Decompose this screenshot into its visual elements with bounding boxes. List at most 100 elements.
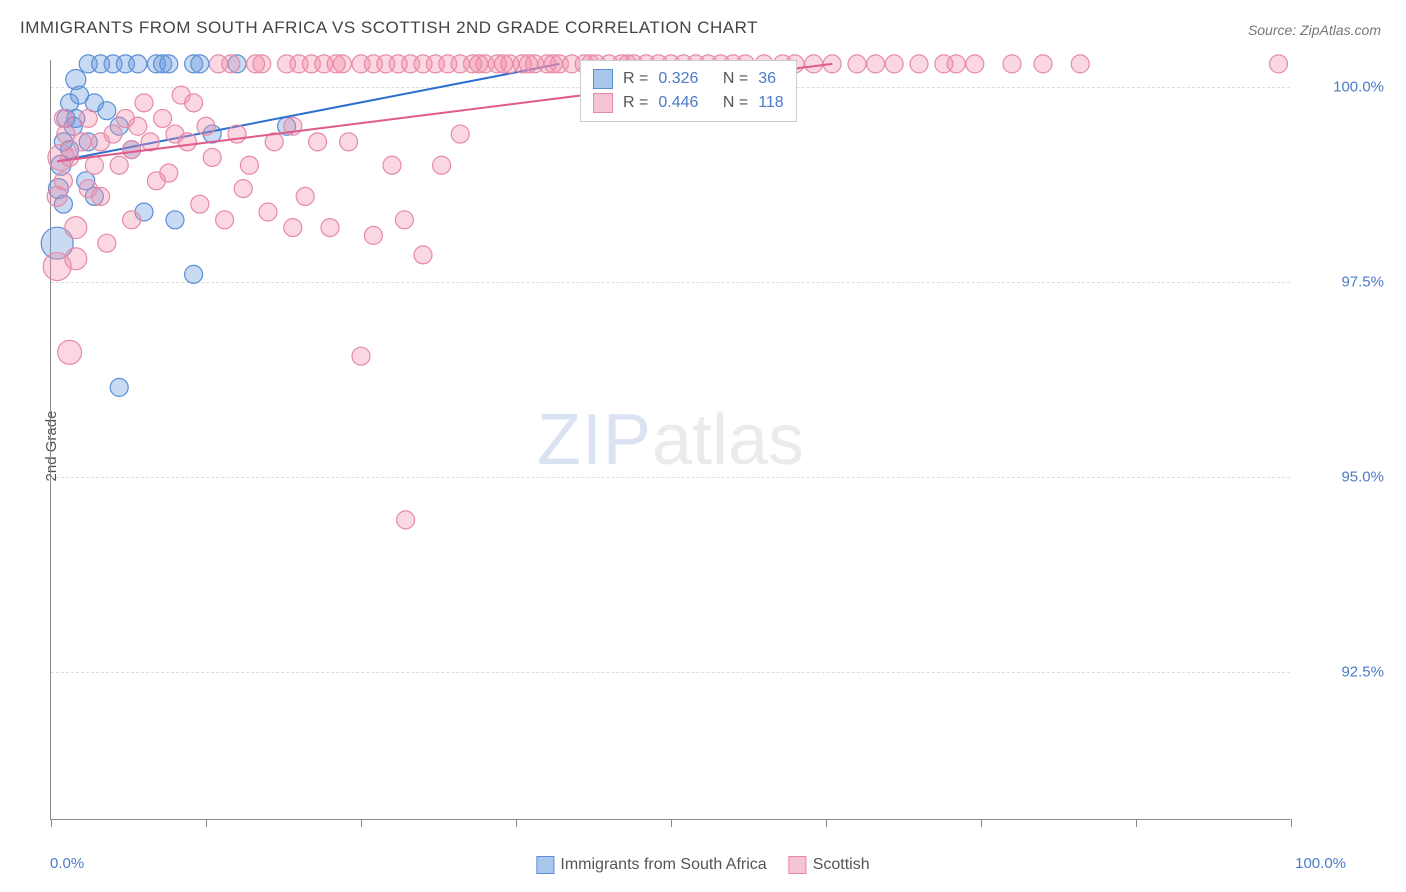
scatter-point	[433, 156, 451, 174]
scatter-point	[805, 55, 823, 73]
legend-item: Scottish	[789, 856, 870, 874]
scatter-point	[910, 55, 928, 73]
scatter-point	[65, 217, 87, 239]
scatter-point	[364, 226, 382, 244]
scatter-point	[191, 55, 209, 73]
scatter-point	[54, 172, 72, 190]
stats-swatch-2	[593, 93, 613, 113]
y-tick-label: 97.5%	[1341, 274, 1384, 291]
scatter-point	[451, 125, 469, 143]
scatter-point	[185, 94, 203, 112]
scatter-point	[284, 219, 302, 237]
scatter-point	[191, 195, 209, 213]
scatter-point	[966, 55, 984, 73]
scatter-point	[65, 248, 87, 270]
x-tick	[516, 819, 517, 827]
scatter-point	[166, 211, 184, 229]
scatter-point	[1270, 55, 1288, 73]
scatter-point	[61, 148, 79, 166]
scatter-point	[414, 246, 432, 264]
scatter-point	[123, 211, 141, 229]
scatter-point	[1003, 55, 1021, 73]
scatter-point	[135, 94, 153, 112]
scatter-point	[160, 55, 178, 73]
stats-n-value-2: 118	[758, 94, 784, 112]
chart-title: IMMIGRANTS FROM SOUTH AFRICA VS SCOTTISH…	[20, 18, 758, 38]
scatter-point	[885, 55, 903, 73]
scatter-point	[57, 125, 75, 143]
stats-n-label: N =	[723, 70, 748, 88]
stats-r-value-1: 0.326	[658, 70, 698, 88]
scatter-point	[340, 133, 358, 151]
scatter-point	[110, 378, 128, 396]
scatter-point	[197, 117, 215, 135]
scatter-point	[129, 55, 147, 73]
chart-svg	[51, 60, 1290, 819]
legend-label: Scottish	[813, 856, 870, 873]
stats-row-series-2: R = 0.446 N = 118	[593, 91, 784, 115]
scatter-point	[73, 133, 91, 151]
scatter-point	[79, 180, 97, 198]
scatter-point	[110, 156, 128, 174]
scatter-point	[160, 164, 178, 182]
stats-n-label: N =	[723, 94, 748, 112]
scatter-point	[397, 511, 415, 529]
x-tick	[671, 819, 672, 827]
scatter-point	[947, 55, 965, 73]
scatter-point	[79, 109, 97, 127]
scatter-point	[123, 141, 141, 159]
legend-label: Immigrants from South Africa	[560, 856, 766, 873]
scatter-point	[1034, 55, 1052, 73]
x-tick	[361, 819, 362, 827]
stats-r-value-2: 0.446	[658, 94, 698, 112]
scatter-point	[848, 55, 866, 73]
scatter-point	[259, 203, 277, 221]
stats-row-series-1: R = 0.326 N = 36	[593, 67, 784, 91]
x-tick	[206, 819, 207, 827]
scatter-point	[104, 125, 122, 143]
scatter-point	[867, 55, 885, 73]
scatter-point	[185, 265, 203, 283]
scatter-point	[395, 211, 413, 229]
scatter-point	[154, 109, 172, 127]
stats-r-label: R =	[623, 70, 648, 88]
scatter-point	[1071, 55, 1089, 73]
scatter-point	[309, 133, 327, 151]
plot-area: ZIPatlas	[50, 60, 1290, 820]
stats-swatch-1	[593, 69, 613, 89]
scatter-point	[58, 340, 82, 364]
scatter-point	[222, 55, 240, 73]
scatter-point	[203, 148, 221, 166]
scatter-point	[240, 156, 258, 174]
x-tick	[1291, 819, 1292, 827]
bottom-legend: Immigrants from South Africa Scottish	[536, 856, 869, 874]
stats-r-label: R =	[623, 94, 648, 112]
scatter-point	[333, 55, 351, 73]
scatter-point	[216, 211, 234, 229]
x-tick	[1136, 819, 1137, 827]
scatter-point	[98, 102, 116, 120]
scatter-point	[247, 55, 265, 73]
x-max-label: 100.0%	[1295, 855, 1346, 872]
legend-item: Immigrants from South Africa	[536, 856, 766, 874]
legend-swatch	[536, 856, 554, 874]
legend-swatch	[789, 856, 807, 874]
scatter-point	[352, 347, 370, 365]
scatter-point	[129, 117, 147, 135]
stats-n-value-1: 36	[758, 70, 776, 88]
stats-legend-box: R = 0.326 N = 36 R = 0.446 N = 118	[580, 60, 797, 122]
scatter-point	[178, 133, 196, 151]
scatter-point	[296, 187, 314, 205]
scatter-point	[234, 180, 252, 198]
scatter-point	[383, 156, 401, 174]
x-tick	[981, 819, 982, 827]
scatter-point	[85, 156, 103, 174]
x-tick	[51, 819, 52, 827]
scatter-point	[321, 219, 339, 237]
x-tick	[826, 819, 827, 827]
scatter-point	[98, 234, 116, 252]
y-tick-label: 95.0%	[1341, 469, 1384, 486]
source-attribution: Source: ZipAtlas.com	[1248, 22, 1381, 38]
scatter-point	[54, 109, 72, 127]
y-tick-label: 92.5%	[1341, 663, 1384, 680]
